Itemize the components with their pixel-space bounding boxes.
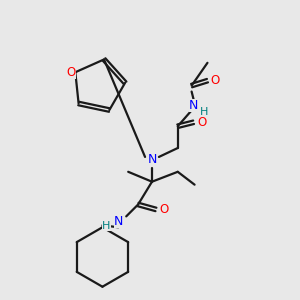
Text: N: N <box>114 215 123 228</box>
Text: N: N <box>189 99 198 112</box>
Text: O: O <box>211 74 220 87</box>
Text: H: H <box>102 221 111 231</box>
Text: O: O <box>159 203 169 216</box>
Text: O: O <box>197 116 206 129</box>
Text: N: N <box>147 153 157 167</box>
Text: O: O <box>67 66 76 79</box>
Text: H: H <box>200 107 209 117</box>
